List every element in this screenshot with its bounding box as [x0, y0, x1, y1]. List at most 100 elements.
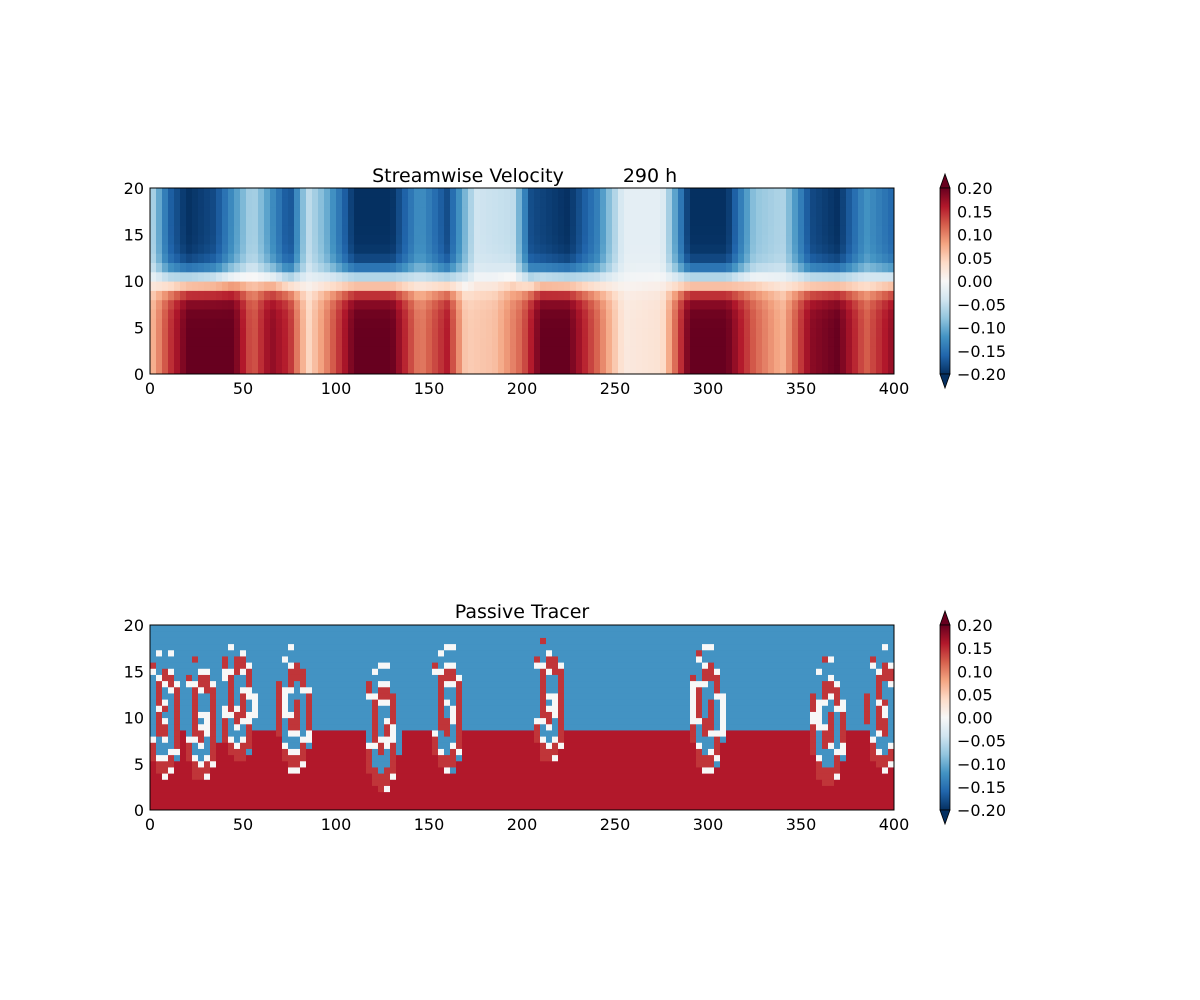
- tracer-cell: [474, 625, 481, 632]
- velocity-cell: [546, 234, 553, 245]
- velocity-cell: [252, 271, 259, 282]
- tracer-cell: [360, 791, 367, 799]
- velocity-cell: [216, 355, 223, 366]
- velocity-cell: [834, 271, 841, 282]
- velocity-cell: [600, 281, 607, 291]
- velocity-cell: [666, 336, 673, 347]
- tracer-cell: [258, 766, 265, 774]
- tracer-cell: [480, 785, 487, 793]
- velocity-cell: [426, 281, 433, 291]
- velocity-cell: [486, 225, 493, 236]
- velocity-cell: [564, 243, 571, 254]
- tracer-cell: [552, 686, 559, 694]
- tracer-cell: [636, 680, 643, 688]
- velocity-cell: [174, 364, 181, 374]
- tracer-cell: [576, 797, 583, 805]
- velocity-cell: [186, 243, 193, 254]
- tracer-cell: [192, 797, 199, 805]
- tracer-cell: [606, 797, 613, 805]
- tracer-cell: [624, 631, 631, 638]
- tracer-cell: [306, 655, 313, 663]
- velocity-cell: [360, 346, 367, 356]
- tracer-cell: [414, 655, 421, 663]
- velocity-cell: [456, 206, 463, 217]
- tracer-cell: [186, 668, 193, 675]
- tracer-cell: [240, 705, 247, 712]
- velocity-cell: [162, 346, 169, 356]
- velocity-cell: [744, 318, 751, 329]
- tracer-cell: [252, 766, 259, 774]
- tracer-cell: [438, 705, 445, 712]
- tracer-panel: Passive Tracer 0 50 100 150 200 250 300 …: [124, 601, 1006, 834]
- tracer-cell: [150, 668, 157, 675]
- tracer-cell: [210, 723, 217, 731]
- velocity-cell: [384, 215, 391, 226]
- velocity-cell: [702, 308, 709, 319]
- tracer-cell: [378, 779, 385, 786]
- tracer-cell: [204, 631, 211, 638]
- velocity-cell: [828, 364, 835, 374]
- tracer-cell: [162, 791, 169, 799]
- velocity-cell: [684, 336, 691, 347]
- velocity-cell: [522, 364, 529, 374]
- tracer-cell: [444, 717, 451, 725]
- velocity-cell: [324, 318, 331, 329]
- velocity-cell: [264, 346, 271, 356]
- tracer-cell: [588, 723, 595, 731]
- tracer-cell: [576, 705, 583, 712]
- velocity-cell: [828, 234, 835, 245]
- tracer-cell: [270, 729, 277, 737]
- velocity-cell: [408, 206, 415, 217]
- velocity-cell: [672, 364, 679, 374]
- tracer-cell: [318, 711, 325, 719]
- velocity-cell: [168, 262, 175, 273]
- velocity-cell: [198, 197, 205, 208]
- velocity-cell: [372, 327, 379, 338]
- velocity-cell: [192, 364, 199, 374]
- tracer-cell: [246, 729, 253, 737]
- tracer-cell: [594, 692, 601, 700]
- velocity-cell: [876, 281, 883, 291]
- tracer-cell: [552, 785, 559, 793]
- tracer-cell: [498, 760, 505, 768]
- tracer-cell: [162, 723, 169, 731]
- tracer-cell: [198, 699, 205, 706]
- velocity-cell: [456, 346, 463, 356]
- velocity-cell: [240, 318, 247, 329]
- tracer-cell: [336, 699, 343, 706]
- velocity-cell: [282, 336, 289, 347]
- velocity-cell: [192, 253, 199, 263]
- tracer-cell: [216, 680, 223, 688]
- tracer-cell: [588, 754, 595, 762]
- tracer-cell: [618, 748, 625, 756]
- tracer-cell: [510, 625, 517, 632]
- tracer-cell: [450, 760, 457, 768]
- velocity-cell: [438, 290, 445, 301]
- tracer-cell: [258, 631, 265, 638]
- velocity-cell: [222, 243, 229, 254]
- velocity-cell: [570, 281, 577, 291]
- velocity-cell: [444, 308, 451, 319]
- velocity-cell: [204, 206, 211, 217]
- tracer-cell: [324, 705, 331, 712]
- velocity-cell: [732, 271, 739, 282]
- velocity-cell: [300, 188, 307, 198]
- velocity-cell: [840, 243, 847, 254]
- velocity-cell: [660, 290, 667, 301]
- tracer-cell: [540, 803, 547, 810]
- velocity-cell: [414, 271, 421, 282]
- tracer-cell: [642, 692, 649, 700]
- velocity-cell: [468, 346, 475, 356]
- velocity-cell: [288, 188, 295, 198]
- tracer-cell: [594, 680, 601, 688]
- tracer-cell: [546, 760, 553, 768]
- tracer-cell: [390, 631, 397, 638]
- tracer-cell: [348, 785, 355, 793]
- tracer-cell: [198, 625, 205, 632]
- tracer-cell: [174, 692, 181, 700]
- velocity-cell: [522, 234, 529, 245]
- velocity-cell: [858, 281, 865, 291]
- tracer-cell: [606, 711, 613, 719]
- velocity-cell: [534, 281, 541, 291]
- tracer-cell: [366, 637, 373, 645]
